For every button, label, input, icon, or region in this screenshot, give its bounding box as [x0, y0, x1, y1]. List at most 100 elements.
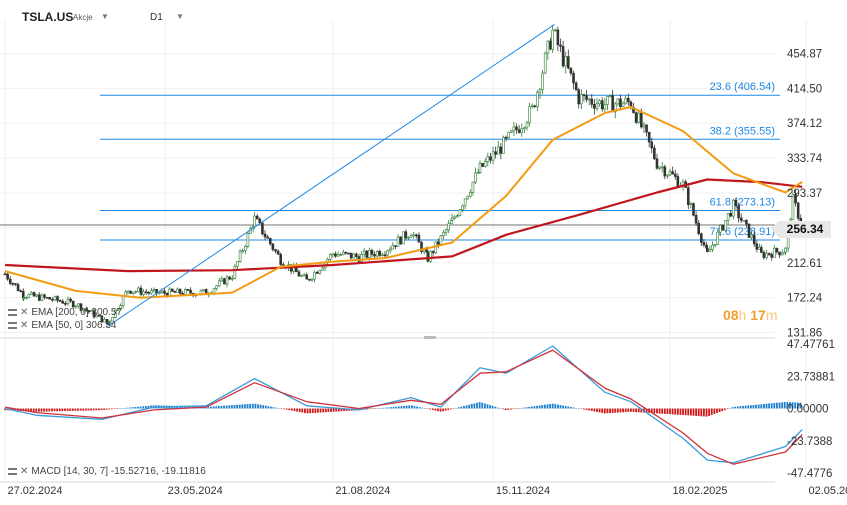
macd-histogram-bar — [504, 408, 507, 411]
candle-body — [113, 309, 117, 318]
macd-histogram-bar — [264, 405, 267, 409]
settings-icon[interactable] — [8, 309, 17, 316]
macd-histogram-bar — [319, 408, 322, 413]
candle-body — [6, 273, 9, 280]
macd-histogram-bar — [645, 408, 648, 413]
candle-body — [463, 198, 467, 207]
candle-body — [697, 222, 701, 235]
macd-histogram-bar — [656, 408, 658, 414]
macd-histogram-bar — [710, 408, 713, 415]
candle-body — [600, 100, 604, 110]
macd-tick-label: -23.7388 — [787, 436, 832, 448]
close-icon[interactable]: ✕ — [20, 466, 29, 477]
candle-body — [82, 308, 85, 311]
symbol-name[interactable]: TSLA.US — [22, 10, 74, 24]
timeframe-dropdown-icon[interactable]: ▼ — [176, 12, 184, 21]
timeframe-label[interactable]: D1 — [150, 12, 163, 23]
macd-histogram-bar — [298, 408, 301, 413]
candle-body — [184, 289, 187, 295]
macd-histogram-bar — [635, 408, 638, 413]
macd-histogram-bar — [345, 408, 348, 411]
macd-histogram-bar — [744, 405, 747, 409]
macd-legend[interactable]: ✕ MACD [14, 30, 7] -15.52716, -19.11816 — [8, 466, 206, 477]
ema200-legend[interactable]: ✕ EMA [200, 0] 300.57 — [8, 307, 122, 318]
macd-histogram-bar — [590, 408, 593, 411]
macd-histogram-bar — [51, 408, 53, 412]
candle-body — [474, 172, 477, 183]
candle-body — [19, 290, 22, 293]
macd-histogram-bar — [210, 406, 212, 409]
candle-body — [349, 252, 353, 259]
macd-histogram-bar — [418, 407, 421, 409]
candle-body — [368, 249, 371, 258]
macd-histogram-bar — [116, 408, 119, 409]
candle-body — [528, 106, 531, 124]
macd-histogram-bar — [650, 408, 653, 414]
macd-histogram-bar — [379, 408, 382, 409]
macd-histogram-bar — [408, 405, 411, 409]
candle-body — [297, 271, 301, 277]
candle-body — [590, 98, 594, 105]
macd-histogram-bar — [570, 407, 572, 409]
close-icon[interactable]: ✕ — [20, 320, 29, 331]
candle-body — [595, 103, 599, 109]
macd-histogram-bar — [207, 406, 210, 409]
candle-body — [762, 252, 766, 258]
candle-body — [163, 290, 166, 294]
macd-histogram-bar — [489, 405, 491, 409]
candle-body — [692, 203, 695, 216]
candle-body — [220, 278, 224, 282]
macd-histogram-bar — [723, 408, 726, 411]
macd-histogram-bar — [270, 406, 272, 409]
price-tick-label: 212.61 — [787, 258, 822, 270]
candle-body — [417, 234, 421, 243]
candle-body — [551, 29, 554, 50]
macd-histogram-bar — [494, 406, 497, 409]
candle-body — [461, 205, 464, 211]
candle-body — [494, 151, 497, 155]
macd-tick-label: 23.73881 — [787, 371, 835, 383]
trendline — [107, 24, 555, 327]
macd-histogram-bar — [483, 403, 486, 409]
candle-body — [541, 72, 544, 90]
candle-body — [30, 292, 33, 295]
candle-body — [778, 251, 781, 256]
candle-body — [331, 253, 335, 256]
candle-body — [621, 102, 625, 108]
macd-histogram-bar — [622, 408, 624, 413]
ema-lines — [4, 105, 803, 299]
close-icon[interactable]: ✕ — [20, 307, 29, 318]
candle-body — [525, 122, 529, 129]
settings-icon[interactable] — [8, 468, 17, 475]
date-tick-label: 15.11.2024 — [496, 485, 550, 497]
candle-body — [106, 323, 109, 325]
macd-histogram-bar — [254, 403, 257, 409]
symbol-dropdown-icon[interactable]: ▼ — [101, 12, 109, 21]
macd-histogram-bar — [410, 405, 413, 409]
macd-histogram-bar — [486, 404, 489, 409]
candle-body — [444, 229, 448, 233]
macd-histogram-bar — [491, 405, 494, 409]
candle-body — [383, 254, 387, 257]
candle-body — [14, 283, 17, 285]
macd-histogram-bar — [220, 405, 223, 409]
macd-histogram-bar — [551, 403, 554, 409]
settings-icon[interactable] — [8, 322, 17, 329]
macd-histogram-bar — [773, 403, 776, 409]
macd-panel — [4, 345, 803, 465]
macd-histogram-bar — [392, 406, 395, 409]
candle-body — [429, 251, 432, 262]
date-tick-label: 23.05.2024 — [168, 485, 223, 497]
macd-histogram-bar — [24, 408, 27, 412]
macd-histogram-bar — [421, 407, 424, 409]
macd-histogram-bar — [478, 402, 481, 409]
candle-body — [767, 252, 771, 255]
candle-body — [37, 294, 41, 301]
candle-body — [770, 254, 774, 258]
candle-body — [261, 222, 264, 235]
macd-histogram-bar — [126, 407, 129, 409]
candle-body — [308, 278, 311, 281]
ema50-legend[interactable]: ✕ EMA [50, 0] 306.34 — [8, 320, 116, 331]
macd-histogram-bar — [796, 402, 799, 409]
